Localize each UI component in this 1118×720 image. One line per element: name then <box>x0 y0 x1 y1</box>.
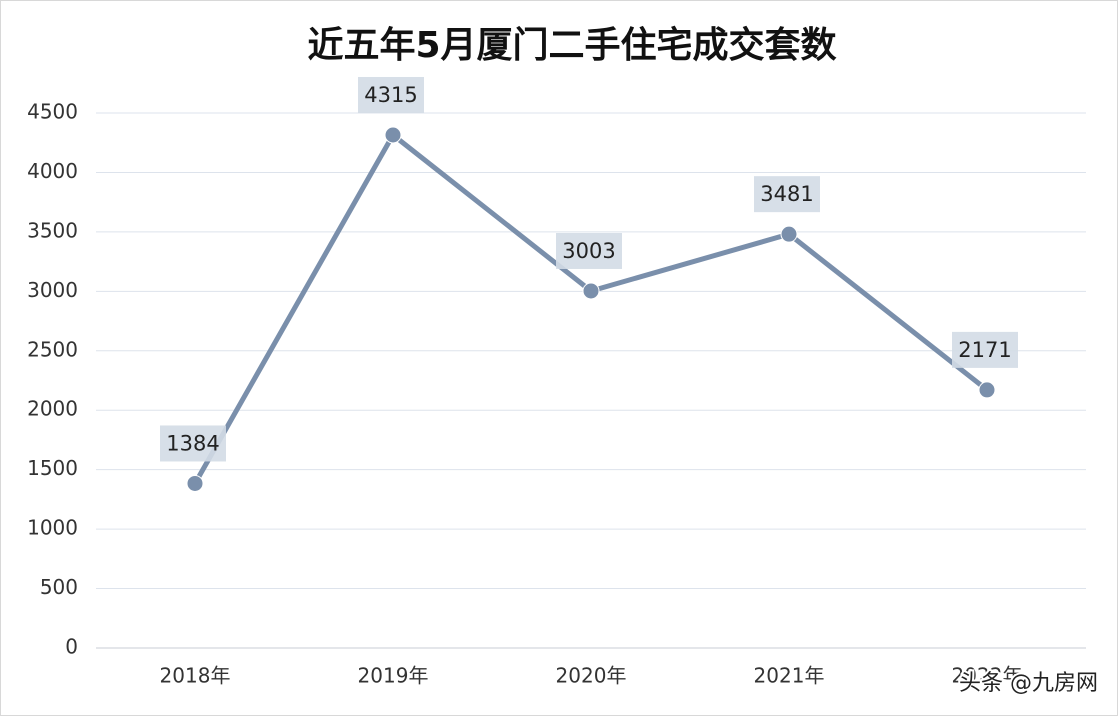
y-tick-label: 3500 <box>27 218 78 242</box>
x-tick-label: 2022年 <box>952 664 1023 688</box>
x-tick-label: 2018年 <box>160 664 231 688</box>
label-box <box>358 76 424 113</box>
data-label: 2171 <box>958 338 1011 362</box>
label-box <box>556 232 622 269</box>
label-box <box>952 331 1018 368</box>
x-tick-label: 2019年 <box>358 664 429 688</box>
y-tick-label: 4500 <box>27 100 78 124</box>
label-box <box>754 176 820 213</box>
x-tick-label: 2020年 <box>556 664 627 688</box>
marker <box>780 225 798 243</box>
marker <box>384 126 402 144</box>
y-tick-label: 1000 <box>27 516 78 540</box>
marker <box>978 381 996 399</box>
data-label: 4315 <box>364 83 417 107</box>
x-tick-label: 2021年 <box>754 664 825 688</box>
marker <box>186 474 204 492</box>
data-label: 3003 <box>562 239 615 263</box>
marker <box>582 282 600 300</box>
watermark: 头条 @九房网 <box>959 671 1098 696</box>
y-tick-label: 500 <box>40 575 78 599</box>
data-label: 1384 <box>166 431 219 455</box>
y-tick-label: 1500 <box>27 456 78 480</box>
y-tick-label: 3000 <box>27 278 78 302</box>
data-label: 3481 <box>760 182 813 206</box>
y-tick-label: 2500 <box>27 337 78 361</box>
y-tick-label: 4000 <box>27 159 78 183</box>
chart-title: 近五年5月厦门二手住宅成交套数 <box>307 24 836 66</box>
y-tick-label: 2000 <box>27 397 78 421</box>
y-tick-label: 0 <box>65 635 78 659</box>
label-box <box>160 425 226 462</box>
